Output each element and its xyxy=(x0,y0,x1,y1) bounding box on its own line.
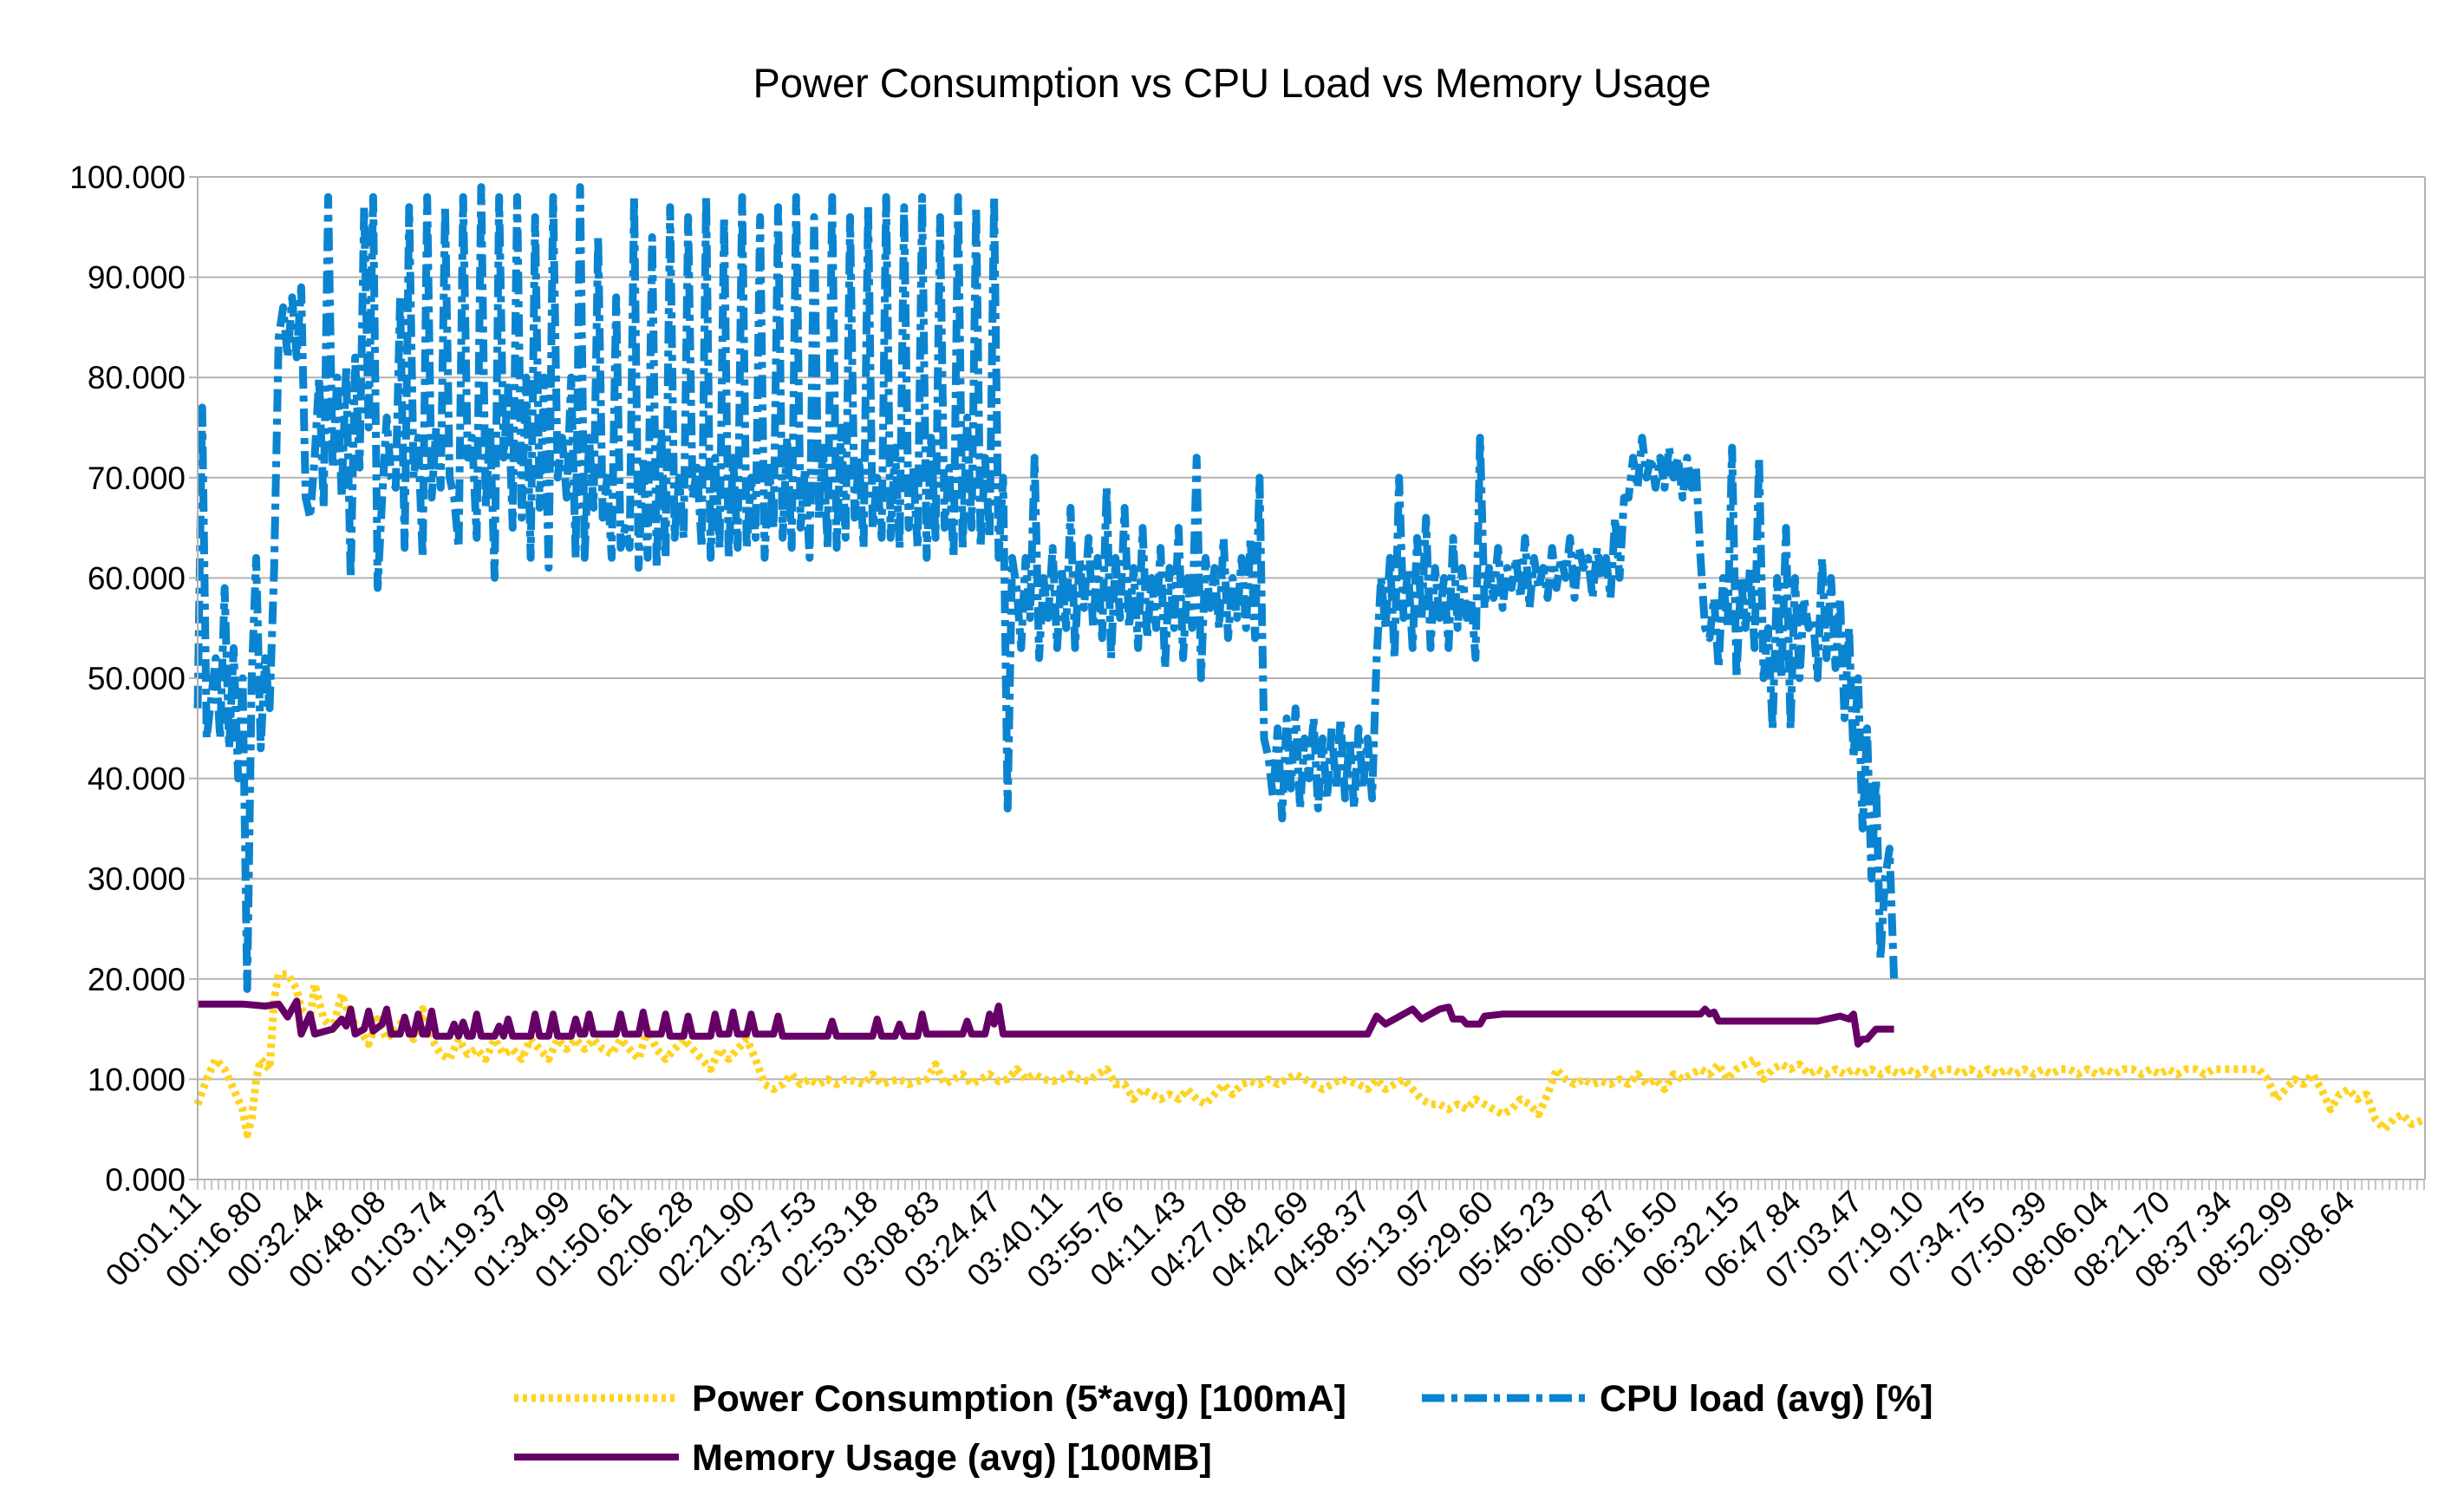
series-line-power-consumption-5-avg- xyxy=(193,970,2427,1139)
legend-label: CPU load (avg) [%] xyxy=(1600,1378,1933,1420)
y-tick-label: 50.000 xyxy=(88,661,186,696)
y-tick-label: 0.000 xyxy=(105,1162,186,1198)
series-layer xyxy=(193,183,2427,1139)
axes xyxy=(189,176,2425,1190)
legend: Power Consumption (5*avg) [100mA] CPU loa… xyxy=(514,1378,1933,1479)
legend-label: Memory Usage (avg) [100MB] xyxy=(692,1437,1212,1479)
y-tick-label: 70.000 xyxy=(88,461,186,496)
y-tick-label: 60.000 xyxy=(88,560,186,596)
y-tick-label: 100.000 xyxy=(69,160,186,195)
y-axis-ticks: 0.000 10.000 20.000 30.000 40.000 50.000 60.00… xyxy=(69,160,186,1198)
y-tick-label: 10.000 xyxy=(88,1062,186,1097)
y-tick-label: 40.000 xyxy=(88,761,186,797)
y-tick-label: 90.000 xyxy=(88,260,186,296)
chart-title: Power Consumption vs CPU Load vs Memory … xyxy=(753,60,1711,106)
y-tick-label: 30.000 xyxy=(88,861,186,897)
y-tick-label: 20.000 xyxy=(88,962,186,997)
series-line-cpu-load-avg xyxy=(193,183,1899,993)
y-tick-label: 80.000 xyxy=(88,360,186,395)
legend-label: Power Consumption (5*avg) [100mA] xyxy=(692,1378,1346,1420)
x-axis-ticks: 00:01.1100:16.8000:32.4400:48.0801:03.74… xyxy=(98,1184,2361,1295)
series-line-memory-usage-avg-100mb xyxy=(198,997,1894,1048)
